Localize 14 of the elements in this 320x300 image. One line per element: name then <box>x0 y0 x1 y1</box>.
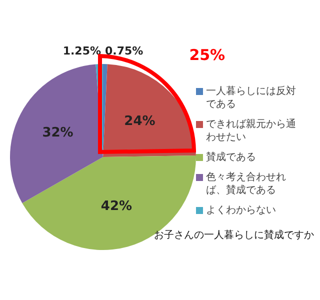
text: 25% <box>189 46 226 64</box>
pie-slice <box>10 64 103 204</box>
data-label: 42% <box>100 198 132 214</box>
legend-label: 色々考え合わせれば、賛成である <box>206 171 287 197</box>
text: お子さんの一人暮らしに賛成ですか <box>154 229 314 241</box>
data-label: 1.25% <box>62 44 101 58</box>
legend-label: よくわからない <box>206 204 277 217</box>
legend-label: 一人暮らしには反対である <box>206 85 296 111</box>
pie-slice <box>103 64 196 157</box>
data-label: 32% <box>42 126 74 141</box>
legend-label: できれば親元から通わせたい <box>206 118 296 144</box>
data-label: 24% <box>124 114 156 129</box>
data-label: 0.75% <box>105 44 144 58</box>
legend-label: 賛成である <box>206 151 257 164</box>
